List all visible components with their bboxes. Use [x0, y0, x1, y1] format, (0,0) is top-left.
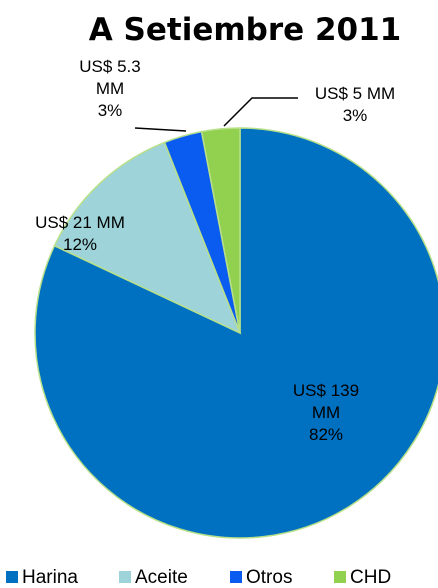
leader-line — [223, 97, 298, 127]
data-label: US$ 5.3 MM 3% — [79, 56, 141, 122]
pie-slice — [53, 141, 242, 335]
amount-label: US$ 21 MM — [35, 213, 125, 232]
percent-label: 3% — [97, 101, 123, 120]
pie-slice — [200, 127, 241, 334]
pie-slice — [34, 127, 438, 539]
legend-swatch — [119, 571, 131, 583]
leader-line — [134, 127, 187, 132]
legend-label: Aceite — [135, 567, 188, 588]
legend-label: Otros — [246, 567, 292, 588]
amount-label: US$ 5 MM — [314, 84, 396, 103]
legend-swatch — [334, 571, 346, 583]
data-label: US$ 139 MM 82% — [286, 380, 366, 446]
amount-label: US$ 5.3 MM — [79, 57, 141, 98]
chart-title: A Setiembre 2011 — [89, 12, 401, 48]
percent-label: 12% — [62, 235, 98, 254]
data-label: US$ 21 MM 12% — [15, 212, 145, 256]
percent-label: 3% — [342, 106, 368, 125]
amount-label: US$ 139 MM — [292, 381, 360, 422]
legend-swatch — [230, 571, 242, 583]
legend-label: Harina — [22, 567, 78, 588]
legend-swatch — [6, 571, 18, 583]
legend-label: CHD — [350, 567, 391, 588]
data-label: US$ 5 MM 3% — [300, 83, 410, 127]
percent-label: 82% — [308, 425, 344, 444]
